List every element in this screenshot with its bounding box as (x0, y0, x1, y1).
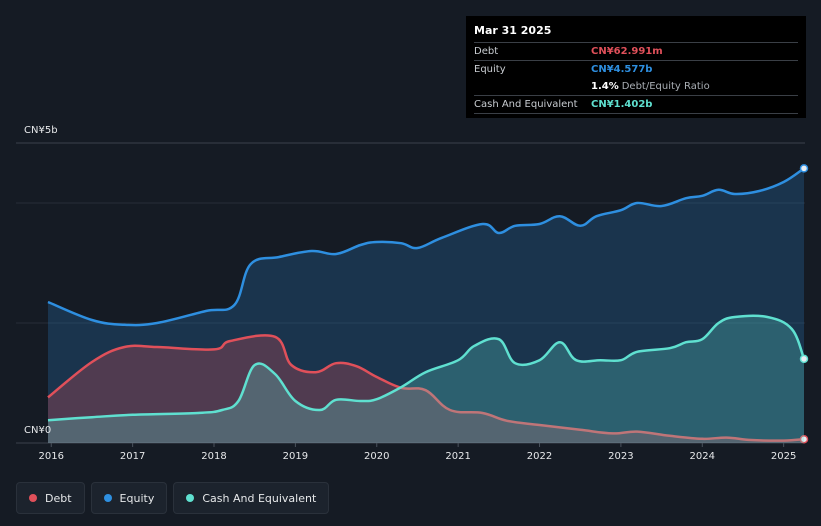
legend-debt-label: Debt (45, 491, 72, 505)
x-tick-label: 2020 (364, 451, 390, 462)
debt-end-marker (799, 434, 809, 444)
legend-cash-dot (186, 494, 195, 502)
tooltip-debt-label: Debt (474, 46, 499, 57)
y-axis-bottom-label: CN¥0 (24, 425, 52, 436)
tooltip-cash-label: Cash And Equivalent (474, 99, 578, 110)
legend-equity-label: Equity (119, 491, 155, 505)
debt-area (48, 335, 804, 443)
cash-and-equivalent-end-marker (799, 354, 809, 364)
tooltip-equity-value: CN¥4.577b (591, 64, 653, 75)
tooltip-ratio-row: 1.4% Debt/Equity Ratio (474, 78, 798, 95)
x-tick-label: 2021 (445, 451, 471, 462)
debt-line (47, 334, 805, 442)
cash-and-equivalent-line (47, 314, 806, 422)
legend-item-debt[interactable]: Debt (16, 482, 85, 514)
x-tick-label: 2023 (608, 451, 634, 462)
tooltip-equity-label: Equity (474, 64, 506, 75)
tooltip-debt-row: Debt CN¥62.991m (474, 42, 798, 60)
tooltip-date: Mar 31 2025 (474, 24, 552, 37)
tooltip-cash-value: CN¥1.402b (591, 99, 653, 110)
legend-debt-dot (29, 494, 37, 502)
y-axis-top-label: CN¥5b (24, 125, 58, 136)
x-tick-label: 2016 (38, 451, 64, 462)
x-tick-label: 2017 (119, 451, 146, 462)
hover-tooltip: Mar 31 2025 Debt CN¥62.991m Equity CN¥4.… (466, 16, 806, 118)
x-tick-label: 2024 (689, 451, 715, 462)
legend-item-equity[interactable]: Equity (90, 482, 168, 514)
equity-line (47, 167, 805, 327)
tooltip-cash-row: Cash And Equivalent CN¥1.402b (474, 95, 798, 114)
tooltip-ratio-value: 1.4% (591, 81, 619, 92)
tooltip-ratio-label: Debt/Equity Ratio (621, 81, 710, 92)
cash-and-equivalent-area (48, 315, 804, 443)
tooltip-debt-value: CN¥62.991m (591, 46, 663, 57)
x-tick-label: 2025 (770, 451, 797, 462)
x-tick-label: 2022 (526, 451, 553, 462)
x-tick-label: 2018 (201, 451, 227, 462)
equity-end-marker (799, 164, 809, 173)
chart-legend: Debt Equity Cash And Equivalent (16, 482, 330, 514)
legend-equity-dot (103, 494, 112, 502)
tooltip-equity-row: Equity CN¥4.577b (474, 60, 798, 78)
legend-item-cash[interactable]: Cash And Equivalent (173, 482, 330, 514)
equity-area (48, 168, 804, 443)
legend-cash-label: Cash And Equivalent (202, 491, 317, 505)
x-tick-label: 2019 (282, 451, 309, 462)
